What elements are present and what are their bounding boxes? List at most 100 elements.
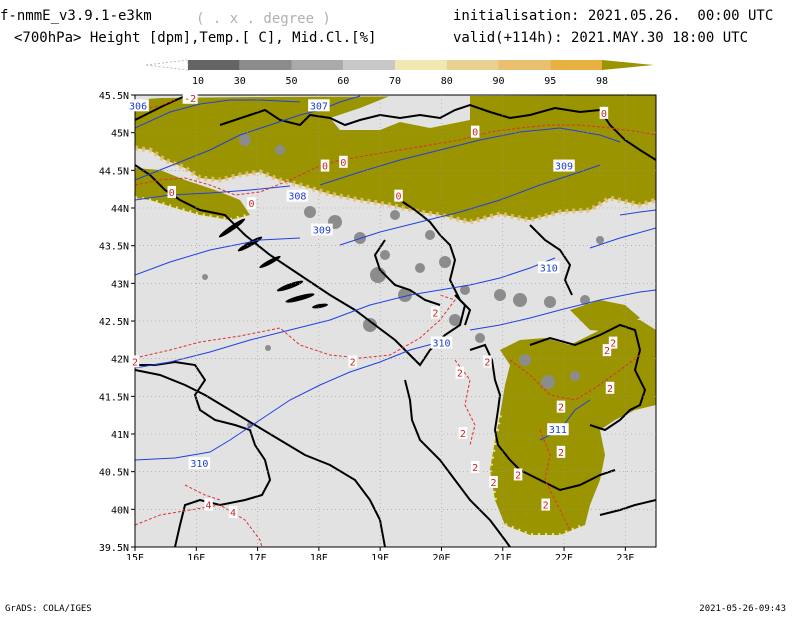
lat-tick-label: 41N [111,430,129,441]
lat-tick-label: 44N [111,204,129,215]
temperature-contour-label-bg [348,355,357,368]
model-title: f-nmmE_v3.9.1-e3km [0,8,152,24]
temperature-contour-label-bg [556,400,566,413]
colorbar-high-arrow [602,60,654,70]
lon-tick-label: 23E [616,553,634,560]
colorbar-swatch [291,60,344,70]
model-units: ( . x . degree ) [196,11,331,27]
field-label: <700hPa> Height [dpm],Temp.[ C], Mid.Cl.… [14,30,377,46]
height-contour-label-bg [127,99,149,112]
temperature-contour-label: 2 [432,308,438,319]
height-contour-label: 311 [549,425,567,436]
colorbar-label: 50 [286,76,298,87]
lat-tick-label: 41.5N [99,392,129,403]
height-contour-label-bg [430,336,453,349]
height-contour-label-bg [188,457,211,470]
temperature-contour-label: -2 [184,94,196,105]
height-contour-label: 310 [540,263,558,274]
temperature-contour-label: 2 [543,501,549,512]
colorbar-swatch [550,60,602,70]
colorbar-label: 60 [337,76,349,87]
colorbar-swatch [395,60,447,70]
lat-tick-label: 43.5N [99,242,129,253]
lon-tick-label: 19E [371,553,389,560]
temperature-contour-label-bg [130,355,140,368]
height-contour-label-bg [537,261,560,274]
lon-tick-label: 16E [187,553,205,560]
height-contour-label-bg [553,159,575,172]
height-contours [135,95,656,461]
temperature-contour-label: 2 [558,403,564,414]
temperature-contour-label-bg [602,344,612,357]
lon-tick-label: 20E [432,553,450,560]
temperature-contour-label: 0 [169,188,175,199]
temperature-contour-label: 0 [472,128,478,139]
colorbar-swatch [446,60,499,70]
lat-tick-label: 40.5N [99,468,129,479]
temperature-contour-label-bg [556,445,566,458]
temperature-contour-label: 0 [396,192,402,203]
temperature-contour-label: 0 [248,199,254,210]
colorbar: 10 30 50 60 70 80 90 95 98 [145,59,654,87]
colorbar-label: 10 [192,76,204,87]
height-contour-label: 307 [310,101,328,112]
temperature-contour-label: 2 [484,357,490,368]
temperature-contour-label: 0 [340,158,346,169]
grads-credit: GrADS: COLA/IGES [5,604,92,614]
cloud-area-southeast [490,318,656,535]
temperature-contour-label: 2 [457,369,463,380]
temperature-contour-label-bg [204,498,213,511]
render-timestamp: 2021-05-26-09:43 [699,604,786,614]
colorbar-swatch [188,60,240,70]
temperature-contour-label: 2 [472,463,478,474]
colorbar-swatch [343,60,395,70]
temperature-contour-label-bg [431,306,440,319]
height-contour-labels: 307 308 309 309 310 310 310 311 306 [127,99,575,470]
lon-tick-label: 15E [126,553,144,560]
colorbar-swatch [498,60,551,70]
height-contour-label-bg [311,223,333,236]
colorbar-label: 90 [493,76,505,87]
graticule [135,95,656,547]
lat-tick-label: 44.5N [99,166,129,177]
low-cloud-speckles [202,134,604,428]
temperature-contour-label-bg [605,381,615,394]
lat-tick-label: 45.5N [99,91,129,102]
height-contour-label: 308 [288,192,306,203]
height-contour-label-bg [547,423,569,436]
colorbar-label: 95 [544,76,556,87]
colorbar-label: 80 [441,76,453,87]
longitude-axis: 15E 16E 17E 18E 19E 20E 21E 22E 23E [126,547,634,560]
temperature-contours [135,99,656,547]
colorbar-label: 30 [234,76,246,87]
temperature-contour-label-bg [247,197,256,210]
temperature-contour-label-bg [455,366,465,379]
lon-tick-label: 18E [310,553,328,560]
initialisation-time: initialisation: 2021.05.26. 00:00 UTC [453,8,774,24]
temperature-contour-label-bg [458,427,468,439]
lat-tick-label: 42.5N [99,317,129,328]
temperature-contour-label-bg [339,155,348,168]
height-contour-label-bg [286,189,309,202]
temperature-contour-label-bg [470,125,480,138]
temperature-contour-label: 2 [491,478,497,489]
colorbar-label: 98 [596,76,608,87]
temperature-contour-label-bg [513,468,523,481]
cloud-area-patch [570,300,640,332]
lon-tick-label: 22E [555,553,573,560]
height-contour-label: 306 [129,101,147,112]
height-contour-label: 309 [555,162,573,173]
temperature-contour-label: 2 [515,470,521,481]
lat-tick-label: 40N [111,505,129,516]
temperature-contour-label-bg [167,185,177,198]
temperature-contour-label: 2 [460,429,466,440]
temperature-contour-label: 2 [558,448,564,459]
temperature-contour-label-bg [489,475,498,488]
temperature-contour-label-bg [483,355,492,368]
temperature-contour-label: 2 [132,357,138,368]
temperature-contour-label: 2 [604,346,610,357]
height-contour-label: 310 [190,459,208,470]
temperature-contour-label-bg [182,91,198,104]
temperature-contour-label-bg [320,159,330,172]
